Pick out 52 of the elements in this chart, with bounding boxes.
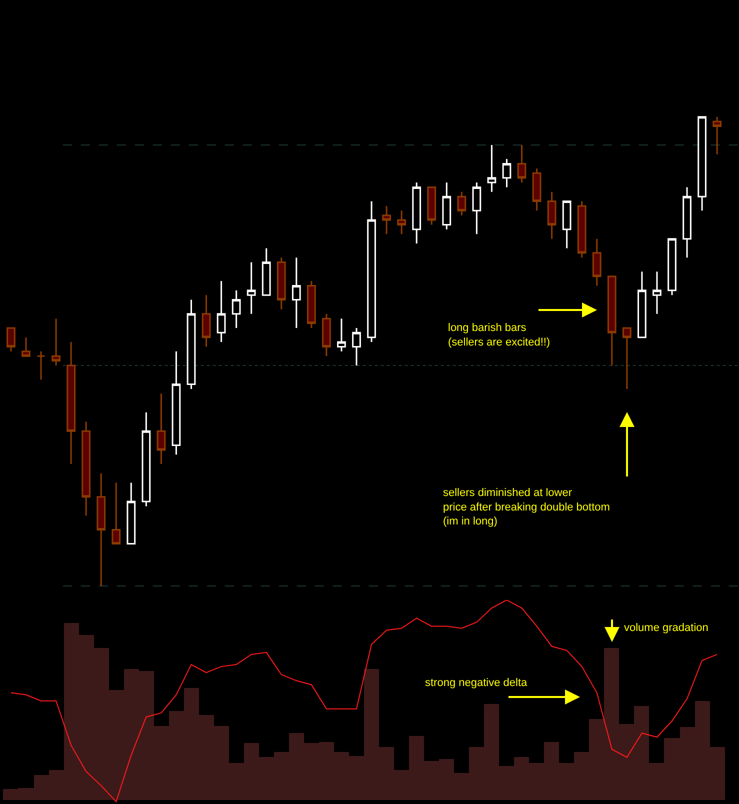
candlestick bbox=[412, 182, 422, 244]
candlestick bbox=[66, 341, 76, 465]
candlestick bbox=[202, 294, 211, 348]
candlestick bbox=[592, 238, 602, 286]
candlestick bbox=[712, 116, 722, 156]
candlestick bbox=[517, 144, 526, 184]
candlestick bbox=[6, 327, 16, 352]
candlestick bbox=[156, 392, 166, 465]
candlestick bbox=[427, 186, 436, 226]
candlestick bbox=[367, 200, 376, 343]
candlestick bbox=[668, 238, 676, 296]
annotation: strong negative delta bbox=[425, 677, 528, 689]
candlestick bbox=[682, 186, 692, 258]
candlestick bbox=[532, 168, 542, 212]
candlestick bbox=[547, 191, 556, 240]
candlestick bbox=[172, 350, 181, 456]
candlestick bbox=[352, 327, 361, 366]
candlestick bbox=[502, 158, 512, 188]
candlestick bbox=[276, 256, 286, 310]
candlestick bbox=[22, 336, 30, 357]
candlestick bbox=[487, 144, 496, 193]
candlestick bbox=[472, 182, 482, 235]
candlestick bbox=[322, 313, 331, 357]
candlestick bbox=[82, 421, 91, 516]
candlestick bbox=[397, 210, 406, 235]
candlestick bbox=[442, 182, 452, 230]
candlestick bbox=[112, 482, 121, 545]
candlestick bbox=[292, 256, 301, 329]
candlestick bbox=[307, 280, 316, 329]
annotation: sellers diminished at lower price after breaking double bottom (im in long) bbox=[443, 487, 610, 528]
candlestick bbox=[36, 350, 46, 380]
candlestick bbox=[262, 247, 271, 296]
candlestick bbox=[186, 299, 196, 390]
candlestick bbox=[337, 318, 346, 352]
candlestick bbox=[246, 262, 256, 315]
candlestick bbox=[622, 327, 632, 390]
annotation: long barish bars (sellers are excited!!) bbox=[448, 322, 550, 348]
candlestick bbox=[232, 290, 241, 329]
annotation: volume gradation bbox=[624, 622, 708, 634]
candlestick bbox=[457, 191, 466, 216]
candlestick bbox=[607, 276, 616, 366]
candlestick bbox=[638, 270, 646, 338]
candlestick bbox=[216, 280, 226, 343]
candlestick bbox=[562, 200, 572, 249]
candlestick bbox=[652, 270, 662, 315]
candlestick bbox=[698, 116, 706, 212]
candlestick bbox=[96, 472, 106, 587]
candlestick bbox=[382, 205, 391, 235]
candlestick bbox=[577, 200, 586, 258]
candlestick bbox=[52, 318, 60, 366]
candlestick bbox=[142, 412, 151, 507]
candlestick bbox=[126, 482, 136, 545]
